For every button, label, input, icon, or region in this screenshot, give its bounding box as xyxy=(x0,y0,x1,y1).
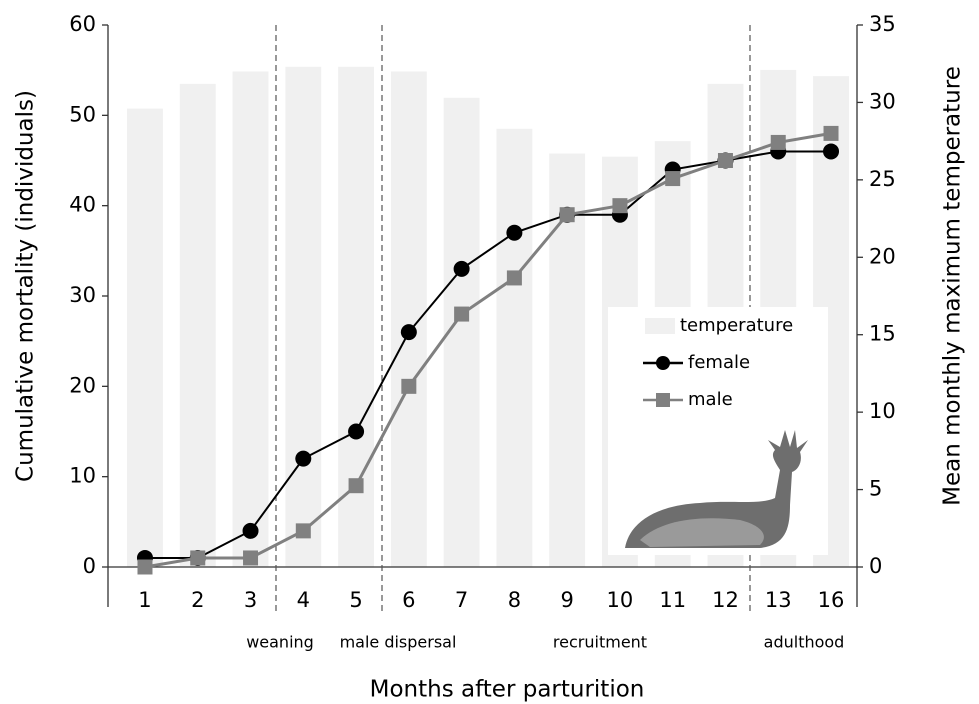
legend-label: male xyxy=(688,389,733,410)
male-marker xyxy=(137,559,153,575)
x-tick-label: 10 xyxy=(607,588,634,612)
male-marker xyxy=(717,153,733,168)
legend-label: female xyxy=(688,352,750,373)
x-tick-label: 16 xyxy=(818,588,845,612)
male-line xyxy=(144,131,832,569)
y-tick-label: 10 xyxy=(69,464,96,488)
x-tick-label: 6 xyxy=(402,588,415,612)
y2-tick-label: 35 xyxy=(869,12,896,36)
male-marker xyxy=(823,125,839,141)
x-tick-label: 11 xyxy=(659,588,686,612)
y2-tick-label: 5 xyxy=(869,477,882,501)
male-marker xyxy=(559,207,575,223)
male-marker xyxy=(454,306,470,322)
male-marker xyxy=(770,134,786,150)
x-axis-title: Months after parturition xyxy=(370,677,645,703)
y2-tick-label: 15 xyxy=(869,322,896,346)
female-marker xyxy=(295,450,312,467)
y-tick-label: 20 xyxy=(69,373,96,397)
gazelle-body xyxy=(625,430,808,548)
y-tick-label: 60 xyxy=(69,12,96,36)
y2-tick-label: 30 xyxy=(869,89,896,113)
annotation: male dispersal xyxy=(340,633,457,652)
x-tick-label: 13 xyxy=(765,588,792,612)
male-marker xyxy=(243,550,259,566)
temperature-bar xyxy=(285,66,322,567)
temperature-bar xyxy=(390,71,427,567)
annotation: weaning xyxy=(246,633,314,652)
x-tick-label: 2 xyxy=(191,588,204,612)
temperature-bar xyxy=(127,108,163,567)
temperature-bar xyxy=(232,71,269,567)
legend-marker xyxy=(656,393,670,407)
gazelle-shade xyxy=(640,518,764,547)
x-tick-label: 7 xyxy=(455,588,468,612)
male-marker xyxy=(401,378,417,394)
y2-tick-label: 10 xyxy=(869,399,896,423)
x-tick-label: 5 xyxy=(349,588,362,612)
female-marker xyxy=(400,324,417,341)
male-marker xyxy=(506,270,522,286)
male-marker xyxy=(295,523,311,539)
female-marker xyxy=(506,224,523,241)
y2-tick-label: 25 xyxy=(869,167,896,191)
female-marker xyxy=(823,143,840,160)
annotation: adulthood xyxy=(764,633,845,652)
x-tick-label: 1 xyxy=(138,588,151,612)
x-tick-label: 4 xyxy=(297,588,310,612)
male-marker xyxy=(190,550,206,566)
annotation: recruitment xyxy=(553,633,647,652)
female-marker xyxy=(242,522,259,539)
y-axis-title: Cumulative mortality (individuals) xyxy=(13,90,39,482)
y-tick-label: 40 xyxy=(69,193,96,217)
legend-marker xyxy=(656,356,670,370)
y-tick-label: 0 xyxy=(83,554,96,578)
y2-tick-label: 0 xyxy=(869,554,882,578)
x-tick-label: 8 xyxy=(508,588,521,612)
y-tick-label: 30 xyxy=(69,283,96,307)
temperature-bar xyxy=(496,128,533,568)
temperature-bar xyxy=(179,83,216,568)
x-tick-label: 3 xyxy=(244,588,257,612)
legend-swatch xyxy=(645,318,675,334)
female-marker xyxy=(453,260,470,277)
y2-axis-title: Mean monthly maximum temperature xyxy=(940,66,966,506)
y-tick-label: 50 xyxy=(69,102,96,126)
y2-tick-label: 20 xyxy=(869,244,896,268)
male-marker xyxy=(348,478,364,494)
female-marker xyxy=(348,423,365,440)
legend-label: temperature xyxy=(680,315,793,336)
male-marker xyxy=(665,171,681,187)
x-tick-label: 12 xyxy=(712,588,739,612)
x-tick-label: 9 xyxy=(560,588,573,612)
male-marker xyxy=(612,198,628,214)
